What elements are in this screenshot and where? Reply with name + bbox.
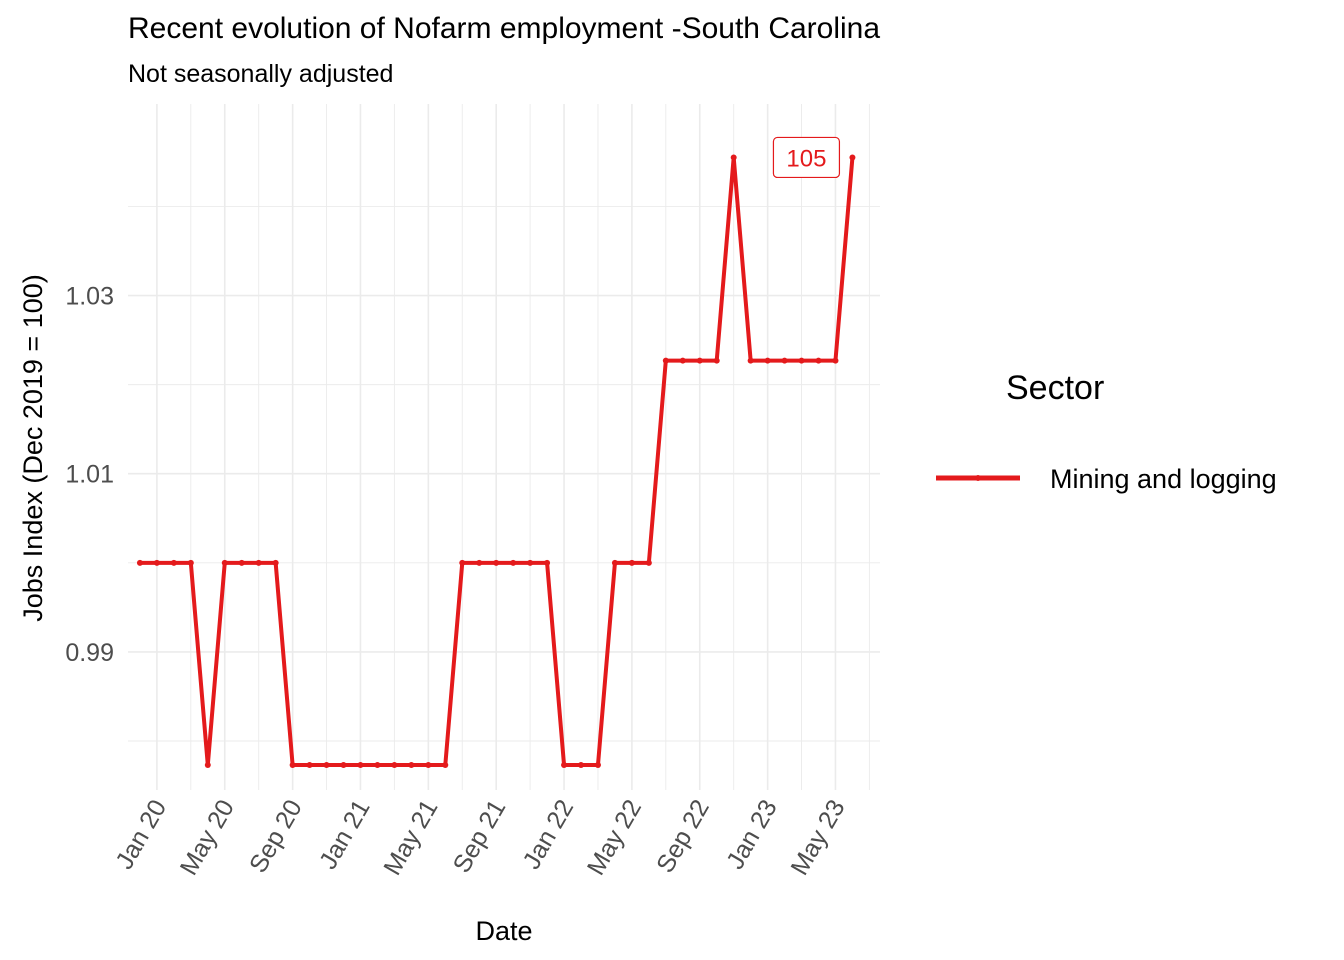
data-point	[238, 559, 245, 566]
data-point	[781, 357, 788, 364]
chart-subtitle: Not seasonally adjusted	[128, 60, 394, 88]
x-tick-label: May 23	[785, 795, 850, 880]
y-tick-label: 1.01	[65, 461, 114, 489]
legend-key-point	[975, 475, 981, 481]
data-point	[645, 559, 652, 566]
data-point	[764, 357, 771, 364]
data-point	[510, 559, 517, 566]
data-point	[832, 357, 839, 364]
data-point	[425, 762, 432, 769]
x-tick-label: May 21	[378, 795, 443, 880]
data-point	[544, 559, 551, 566]
data-point	[730, 154, 737, 161]
annotation-label: 105	[786, 145, 826, 172]
x-tick-label: Jan 20	[110, 795, 172, 874]
y-tick-label: 0.99	[65, 639, 114, 667]
data-point	[374, 762, 381, 769]
x-axis-title: Date	[475, 916, 532, 946]
data-point	[442, 762, 449, 769]
data-point	[306, 762, 313, 769]
x-tick-label: Sep 22	[651, 795, 715, 878]
legend-title: Sector	[1006, 369, 1104, 407]
data-point	[747, 357, 754, 364]
data-point	[527, 559, 534, 566]
x-tick-label: Jan 22	[517, 795, 579, 874]
data-point	[493, 559, 500, 566]
legend-label: Mining and logging	[1050, 464, 1277, 494]
data-point	[357, 762, 364, 769]
data-point	[611, 559, 618, 566]
x-tick-label: Sep 20	[244, 795, 308, 878]
data-point	[272, 559, 279, 566]
x-tick-label: Jan 23	[721, 795, 783, 874]
data-point	[136, 559, 143, 566]
chart-title: Recent evolution of Nofarm employment -S…	[128, 12, 881, 45]
annotation-layer: 105	[772, 136, 841, 179]
data-point	[815, 357, 822, 364]
data-point	[204, 762, 211, 769]
data-point	[578, 762, 585, 769]
y-axis-title: Jobs Index (Dec 2019 = 100)	[18, 274, 48, 621]
data-point	[594, 762, 601, 769]
x-tick-label: Jan 21	[314, 795, 376, 874]
data-point	[391, 762, 398, 769]
data-point	[696, 357, 703, 364]
x-tick-label: May 22	[582, 795, 647, 880]
data-point	[255, 559, 262, 566]
data-point	[289, 762, 296, 769]
data-point	[170, 559, 177, 566]
legend: Sector Mining and logging	[936, 369, 1277, 494]
annotation-box	[772, 136, 841, 179]
data-point	[849, 154, 856, 161]
data-point	[798, 357, 805, 364]
data-point	[221, 559, 228, 566]
x-tick-label: Sep 21	[448, 795, 512, 878]
series-layer	[136, 154, 856, 769]
data-point	[476, 559, 483, 566]
grid-layer	[128, 104, 880, 790]
data-point	[408, 762, 415, 769]
data-point	[662, 357, 669, 364]
data-point	[340, 762, 347, 769]
data-point	[459, 559, 466, 566]
x-tick-label: May 20	[175, 795, 240, 880]
y-tick-label: 1.03	[65, 283, 114, 311]
data-point	[679, 357, 686, 364]
data-point	[153, 559, 160, 566]
data-point	[628, 559, 635, 566]
data-point	[323, 762, 330, 769]
data-point	[187, 559, 194, 566]
data-point	[713, 357, 720, 364]
data-point	[561, 762, 568, 769]
